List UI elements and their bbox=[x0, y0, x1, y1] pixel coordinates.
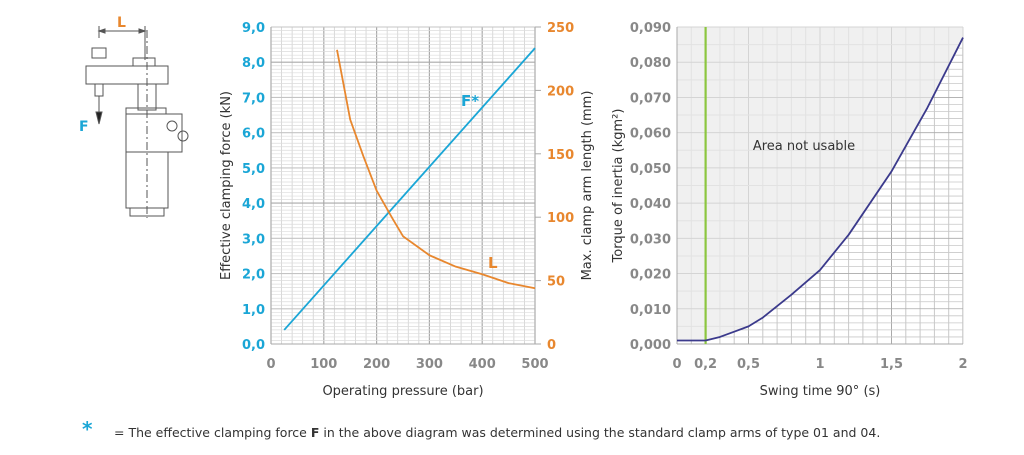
footnote-text-2: in the above diagram was determined usin… bbox=[319, 425, 881, 440]
y2-axis-label: Max. clamp arm length (mm) bbox=[580, 91, 595, 281]
inertia-chart: Area not usable 0 0,2 0,5 1 1,5 2 0,000 0,010 0,0… bbox=[611, 21, 968, 399]
x-axis-label: Swing time 90° (s) bbox=[760, 384, 881, 399]
y-tick-label: 0,080 bbox=[630, 56, 671, 71]
x-tick-label: 2 bbox=[958, 357, 967, 372]
y2-tick-label: 250 bbox=[547, 21, 574, 36]
x-tick-label: 1 bbox=[815, 357, 824, 372]
y-tick-label: 5,0 bbox=[242, 162, 265, 177]
y-tick-label: 9,0 bbox=[242, 21, 265, 36]
x-tick-label: 0 bbox=[266, 357, 275, 372]
x-tick-label: 300 bbox=[416, 357, 443, 372]
length-series-label: L bbox=[488, 254, 498, 272]
y-tick-label: 0,050 bbox=[630, 162, 671, 177]
force-line bbox=[283, 47, 536, 331]
y-tick-label: 0,040 bbox=[630, 197, 671, 212]
y-tick-label: 0,010 bbox=[630, 303, 671, 318]
x-tick-label: 0,2 bbox=[694, 357, 717, 372]
area-not-usable-label: Area not usable bbox=[753, 139, 855, 154]
swing-clamp-drawing bbox=[85, 26, 189, 218]
y-tick-label: 2,0 bbox=[242, 268, 265, 283]
y-tick-label: 0,030 bbox=[630, 232, 671, 247]
x-axis-label: Operating pressure (bar) bbox=[322, 384, 483, 399]
x-tick-label: 0 bbox=[672, 357, 681, 372]
y-tick-label: 3,0 bbox=[242, 232, 265, 247]
torque-curve bbox=[677, 37, 964, 342]
force-label: F bbox=[79, 119, 89, 135]
y-tick-label: 0,090 bbox=[630, 21, 671, 36]
force-series-label: F* bbox=[461, 92, 479, 110]
y2-tick-label: 200 bbox=[547, 84, 574, 99]
y2-tick-label: 100 bbox=[547, 211, 574, 226]
x-tick-label: 400 bbox=[469, 357, 496, 372]
y-tick-label: 4,0 bbox=[242, 197, 265, 212]
x-tick-label: 1,5 bbox=[880, 357, 903, 372]
x-tick-label: 500 bbox=[521, 357, 548, 372]
y-tick-label: 0,0 bbox=[242, 338, 265, 353]
y-tick-label: 1,0 bbox=[242, 303, 265, 318]
y-tick-label: 0,020 bbox=[630, 268, 671, 283]
x-tick-label: 200 bbox=[363, 357, 390, 372]
y2-tick-label: 50 bbox=[547, 275, 565, 290]
clamping-force-chart: 0 100 200 300 400 5000,01,02,03,04,05,06,07,0… bbox=[219, 21, 595, 399]
y-axis-label: Effective clamping force (kN) bbox=[219, 91, 234, 280]
x-tick-label: 100 bbox=[310, 357, 337, 372]
x-tick-label: 0,5 bbox=[737, 357, 760, 372]
y2-tick-label: 0 bbox=[547, 338, 556, 353]
arm-length-label: L bbox=[117, 15, 126, 31]
y-axis-label: Torque of inertia (kgm²) bbox=[611, 109, 626, 264]
y-tick-label: 0,070 bbox=[630, 91, 671, 106]
asterisk-icon: * bbox=[82, 417, 93, 441]
footnote-text-1: = The effective clamping force bbox=[114, 425, 311, 440]
y-tick-label: 0,000 bbox=[630, 338, 671, 353]
y2-tick-label: 150 bbox=[547, 148, 574, 163]
y-tick-label: 8,0 bbox=[242, 56, 265, 71]
footnote-bold-f: F bbox=[310, 425, 320, 440]
y-tick-label: 7,0 bbox=[242, 91, 265, 106]
y-tick-label: 6,0 bbox=[242, 127, 265, 142]
y-tick-label: 0,060 bbox=[630, 127, 671, 142]
arm-length-curve bbox=[336, 49, 536, 290]
